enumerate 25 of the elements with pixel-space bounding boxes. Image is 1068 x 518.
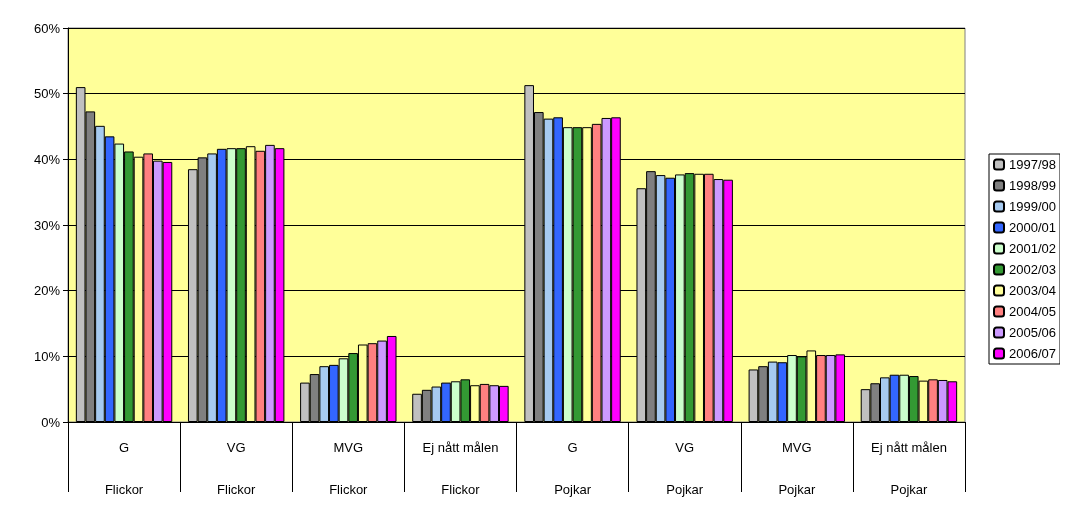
category-label: VG Flickor	[217, 439, 256, 497]
legend-label: 2002/03	[1009, 262, 1057, 277]
legend-label: 1998/99	[1009, 178, 1057, 193]
y-tick-label: 60%	[33, 20, 61, 36]
category-label: MVG Pojkar	[778, 439, 816, 497]
legend-label: 2004/05	[1009, 304, 1057, 319]
legend-label: 2005/06	[1009, 325, 1057, 340]
legend-label: 1997/98	[1009, 157, 1057, 172]
y-tick-label: 0%	[41, 414, 61, 430]
category-label: G Pojkar	[554, 439, 591, 497]
category-label: Ej nått målen Pojkar	[871, 439, 947, 497]
y-tick-label: 20%	[33, 283, 61, 299]
legend-label: 1999/00	[1009, 199, 1057, 214]
legend-label: 2000/01	[1009, 220, 1057, 235]
category-label: VG Pojkar	[666, 439, 704, 497]
category-label: Ej nått målen Flickor	[422, 439, 499, 497]
category-label: MVG Flickor	[329, 439, 368, 497]
y-tick-label: 30%	[33, 217, 61, 233]
category-label: G Flickor	[104, 439, 144, 497]
y-tick-label: 50%	[33, 86, 61, 102]
legend-label: 2006/07	[1009, 346, 1057, 361]
legend-label: 2001/02	[1009, 241, 1057, 256]
y-tick-label: 10%	[33, 348, 61, 364]
legend-label: 2003/04	[1009, 283, 1057, 298]
y-tick-label: 40%	[33, 151, 61, 167]
